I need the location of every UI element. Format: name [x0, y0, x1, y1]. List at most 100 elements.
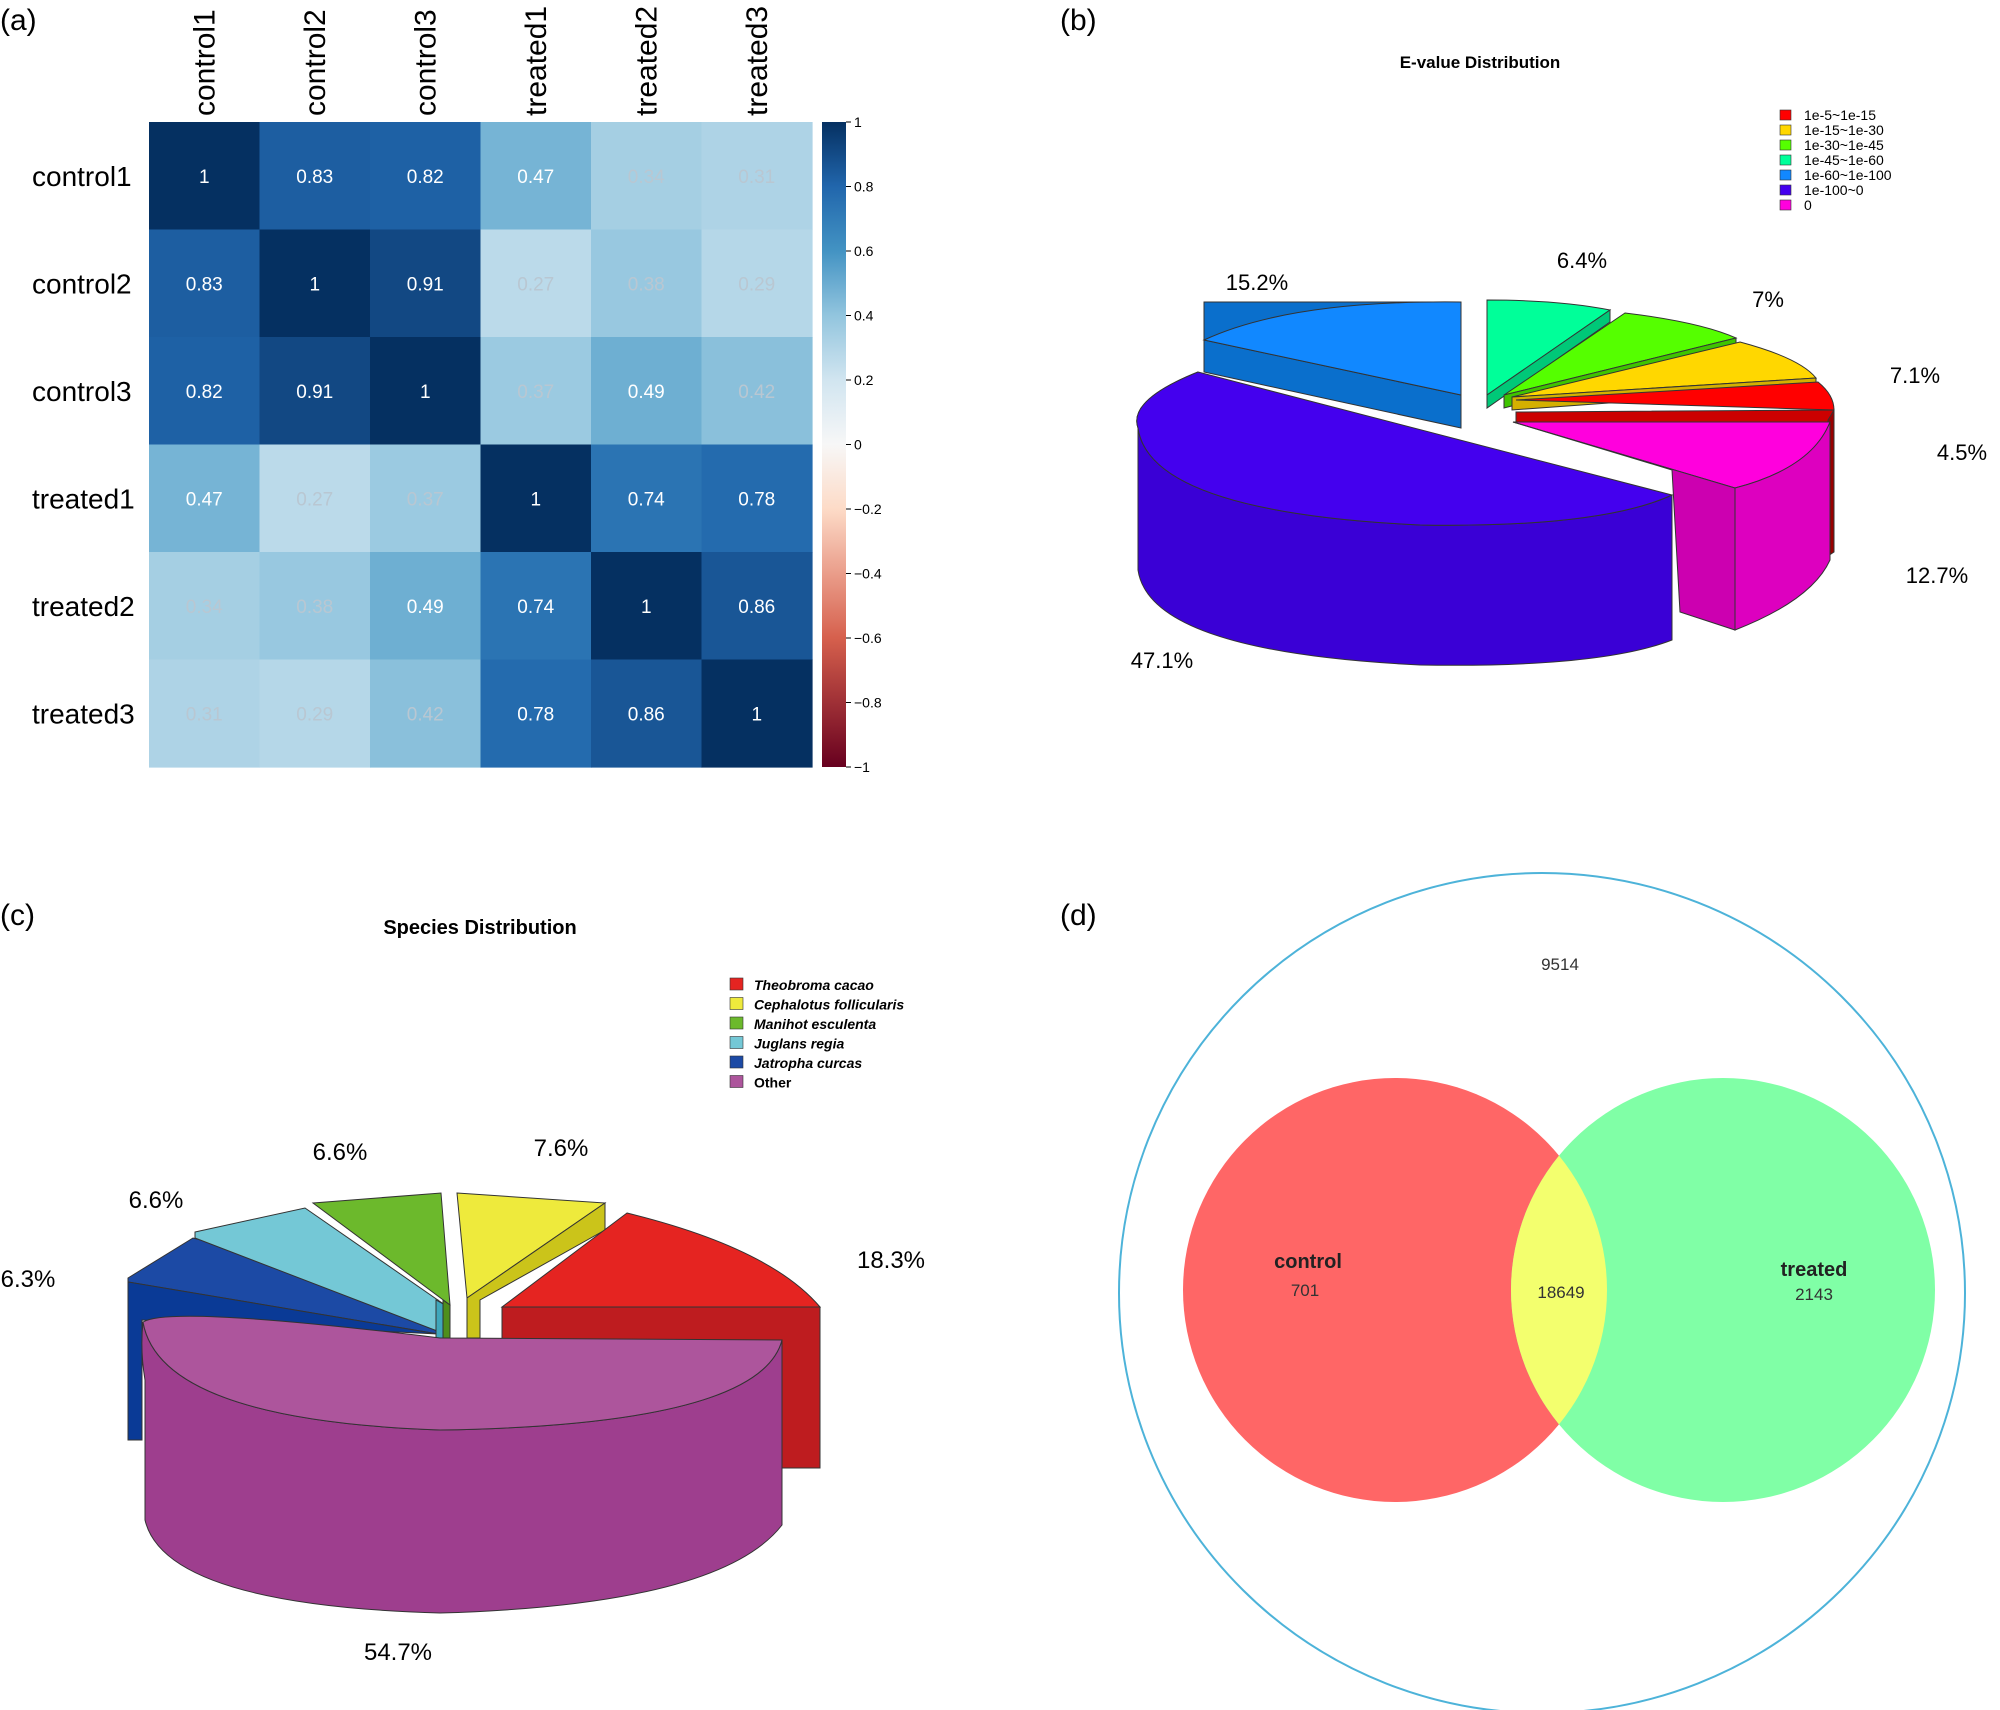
heatmap-column-labels: control1 control2 control3 treated1 treated2…: [188, 6, 774, 116]
heatmap-cell-value: 0.74: [628, 489, 665, 510]
pie-slice-1e-100-0: [1136, 371, 1674, 666]
heatmap-cell: [370, 229, 482, 338]
heatmap-panel: (a) 1 0.83 0.82 0.47 0.34 0.31 0.83 1 0.91 0.27 0.…: [0, 4, 882, 775]
legend-label-1e-15-1e-30: 1e-15~1e-30: [1804, 122, 1884, 138]
heatmap-cell: [701, 552, 813, 661]
legend-label-other: Other: [754, 1075, 792, 1091]
legend-swatch-1e-15-1e-30: [1779, 124, 1792, 136]
legend-swatch-0: [1779, 199, 1792, 211]
heatmap-cell-value: 0.38: [296, 597, 333, 618]
heatmap-cell: [480, 337, 592, 446]
pie-slice-cephalotus-follicularis: [456, 1192, 607, 1339]
legend-label-1e-60-1e-100: 1e-60~1e-100: [1804, 167, 1892, 183]
heatmap-cell: [149, 552, 261, 661]
heatmap-cell-value: 0.86: [628, 704, 665, 725]
heatmap-cell-value: 0.42: [738, 382, 775, 403]
percent-label-1e-45-1e-60: 6.4%: [1557, 248, 1607, 273]
legend-swatch-1e-45-1e-60: [1779, 154, 1792, 166]
percent-label-jatropha-curcas: 6.3%: [1, 1266, 56, 1293]
heatmap-cell: [701, 229, 813, 338]
pie-slice-1e-45-1e-60: [1486, 299, 1612, 409]
panel-b-label: (b): [1060, 4, 1097, 37]
colorbar-tick-label: 0.2: [854, 372, 874, 388]
heatmap-column-label: control2: [299, 9, 332, 116]
percent-label-1e-15-1e-30: 7.1%: [1890, 363, 1940, 388]
heatmap-cell: [259, 444, 371, 553]
percent-label-manihot-esculenta: 6.6%: [313, 1139, 368, 1166]
percent-label-other: 54.7%: [364, 1639, 432, 1666]
heatmap-cell-value: 0.27: [296, 489, 333, 510]
heatmap-cell-value: 0.49: [407, 597, 444, 618]
heatmap-cell-value: 0.34: [628, 167, 665, 188]
percent-label-1e-30-1e-45: 7%: [1752, 287, 1784, 312]
heatmap-cell: [480, 122, 592, 231]
heatmap-cell: [701, 337, 813, 446]
legend-swatch-juglans-regia: [729, 1036, 744, 1049]
heatmap-cell-value: 1: [530, 489, 541, 510]
legend-label-cephalotus-follicularis: Cephalotus follicularis: [754, 997, 904, 1013]
heatmap-row-label: treated3: [32, 698, 135, 729]
heatmap-cell: [370, 122, 482, 231]
heatmap-cell-value: 0.83: [186, 274, 223, 295]
venn-control-circle: [1183, 1078, 1607, 1502]
heatmap-cell: [259, 122, 371, 231]
heatmap-cell: [149, 337, 261, 446]
colorbar-tick-label: −0.4: [854, 566, 882, 582]
percent-label-1e-60-1e-100: 15.2%: [1226, 270, 1288, 295]
heatmap-cell-value: 0.27: [517, 274, 554, 295]
colorbar-gradient: [822, 122, 846, 767]
legend-label-theobroma-cacao: Theobroma cacao: [754, 977, 874, 993]
panel-d-label: (d): [1060, 899, 1097, 932]
heatmap-row-label: control3: [32, 376, 132, 407]
heatmap-cell-value: 0.83: [296, 167, 333, 188]
heatmap-cell: [149, 122, 261, 231]
venn-treated-label: treated: [1781, 1259, 1848, 1281]
legend-swatch-1e-100-0: [1779, 184, 1792, 196]
legend-swatch-1e-30-1e-45: [1779, 139, 1792, 151]
species-percent-labels: 18.3% 7.6% 6.6% 6.6% 6.3% 54.7%: [1, 1135, 925, 1666]
venn-control-label: control: [1274, 1251, 1342, 1273]
colorbar-tick-label: −0.2: [854, 501, 882, 517]
colorbar-tick-label: −0.6: [854, 630, 882, 646]
heatmap-cell: [259, 229, 371, 338]
heatmap-cell-value: 0.91: [296, 382, 333, 403]
heatmap-cell-value: 0.86: [738, 597, 775, 618]
pie-slice-1e-60-1e-100: [1202, 301, 1462, 429]
percent-label-1e-5-1e-15: 4.5%: [1937, 440, 1987, 465]
legend-label-1e-45-1e-60: 1e-45~1e-60: [1804, 152, 1884, 168]
legend-swatch-cephalotus-follicularis: [729, 997, 744, 1010]
legend-swatch-theobroma-cacao: [729, 977, 744, 991]
colorbar-tick-label: 0.8: [854, 179, 874, 195]
venn-outside-count: 9514: [1541, 955, 1579, 974]
heatmap-cells: 1 0.83 0.82 0.47 0.34 0.31 0.83 1 0.91 0.27 0.38 0.…: [149, 122, 813, 768]
species-chart-title: Species Distribution: [383, 917, 576, 939]
heatmap-cell: [591, 444, 703, 553]
heatmap-cell: [259, 552, 371, 661]
heatmap-cell: [701, 444, 813, 553]
heatmap-row-label: treated2: [32, 591, 135, 622]
colorbar-tick-label: 0.4: [854, 308, 874, 324]
heatmap-cell-value: 1: [420, 382, 431, 403]
heatmap-cell: [701, 122, 813, 231]
heatmap-cell-value: 0.78: [517, 704, 554, 725]
legend-swatch-1e-60-1e-100: [1779, 169, 1792, 181]
heatmap-cell-value: 0.29: [738, 274, 775, 295]
heatmap-cell: [480, 229, 592, 338]
heatmap-cell: [259, 659, 371, 768]
species-pie-panel: (c) Species Distribution Theobroma cacao…: [0, 899, 925, 1666]
pie-slice-other: [141, 1315, 783, 1614]
legend-label-manihot-esculenta: Manihot esculenta: [754, 1016, 876, 1032]
venn-intersection-count: 18649: [1537, 1283, 1584, 1302]
heatmap-row-labels: control1 control2 control3 treated1 treated2…: [32, 161, 135, 730]
heatmap-cell-value: 1: [309, 274, 320, 295]
heatmap-cell: [149, 444, 261, 553]
heatmap-row-label: treated1: [32, 483, 135, 514]
heatmap-cell-value: 0.74: [517, 597, 554, 618]
heatmap-cell-value: 1: [199, 167, 210, 188]
heatmap-cell: [149, 659, 261, 768]
venn-treated-circle: [1511, 1078, 1935, 1502]
heatmap-cell-value: 0.47: [186, 489, 223, 510]
heatmap-cell-value: 0.82: [186, 382, 223, 403]
venn-panel: (d) 9514 control 701 18649 treated 2143: [1060, 872, 1966, 1710]
